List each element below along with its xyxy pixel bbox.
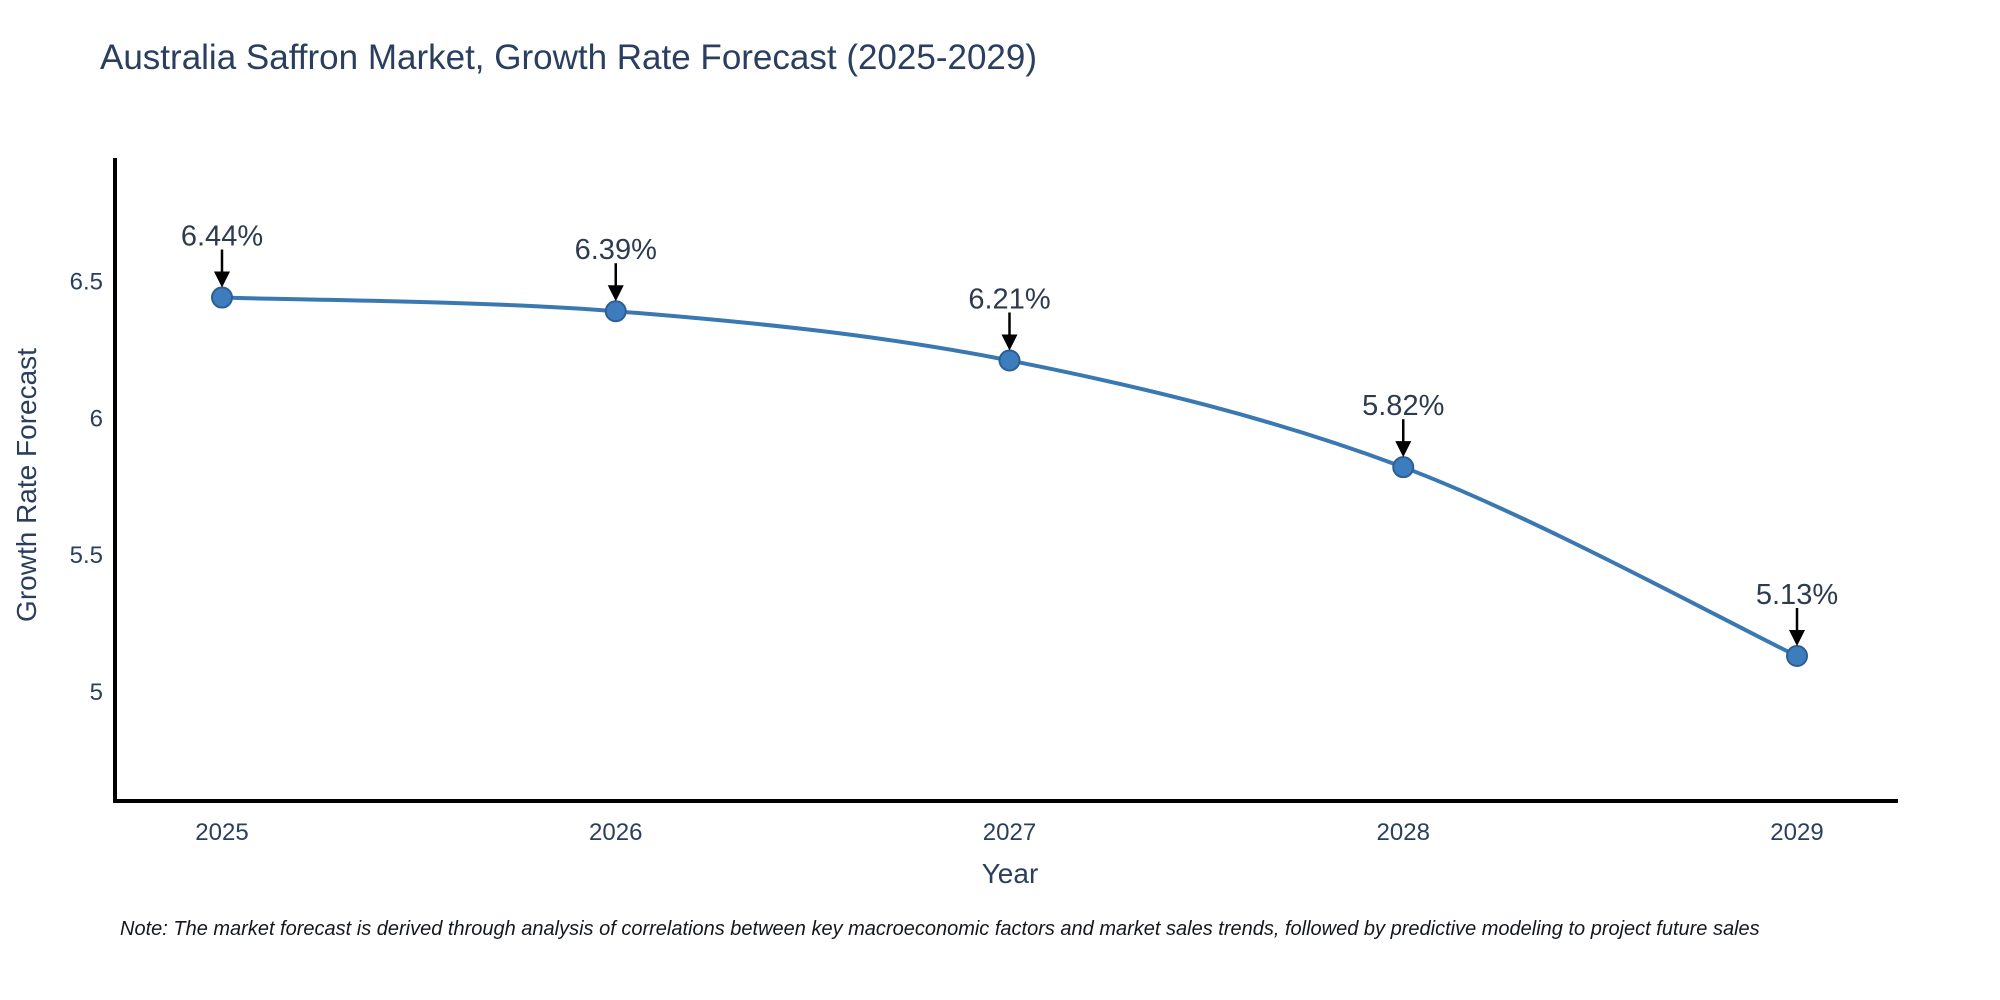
y-tick-label: 5.5 xyxy=(70,542,103,569)
x-tick-label: 2028 xyxy=(1377,819,1430,846)
data-point-marker[interactable] xyxy=(1392,456,1415,479)
annotation-arrowhead xyxy=(1001,334,1018,351)
x-tick-label: 2025 xyxy=(195,819,248,846)
annotation-label: 6.39% xyxy=(575,234,657,266)
annotation-arrowhead xyxy=(1395,441,1412,458)
x-tick-label: 2026 xyxy=(589,819,642,846)
x-tick-label: 2027 xyxy=(983,819,1036,846)
data-point-marker[interactable] xyxy=(1786,644,1808,667)
y-tick-label: 6 xyxy=(90,405,103,432)
x-tick-label: 2029 xyxy=(1770,819,1823,846)
footnote: Note: The market forecast is derived thr… xyxy=(120,918,1760,940)
annotation-arrowhead xyxy=(214,271,230,288)
data-point-marker[interactable] xyxy=(998,349,1021,372)
chart-title: Australia Saffron Market, Growth Rate Fo… xyxy=(100,38,1038,77)
x-axis-title: Year xyxy=(981,858,1039,889)
y-tick-label: 6.5 xyxy=(70,269,103,296)
annotation-label: 5.13% xyxy=(1756,579,1838,611)
annotation-label: 6.21% xyxy=(968,283,1050,315)
annotation-label: 6.44% xyxy=(181,221,263,253)
y-tick-label: 5 xyxy=(90,679,103,706)
data-point-marker[interactable] xyxy=(211,286,233,309)
data-point-marker[interactable] xyxy=(604,300,627,323)
annotation-arrowhead xyxy=(1789,629,1805,646)
annotation-arrowhead xyxy=(607,285,624,302)
annotation-label: 5.82% xyxy=(1362,390,1444,422)
